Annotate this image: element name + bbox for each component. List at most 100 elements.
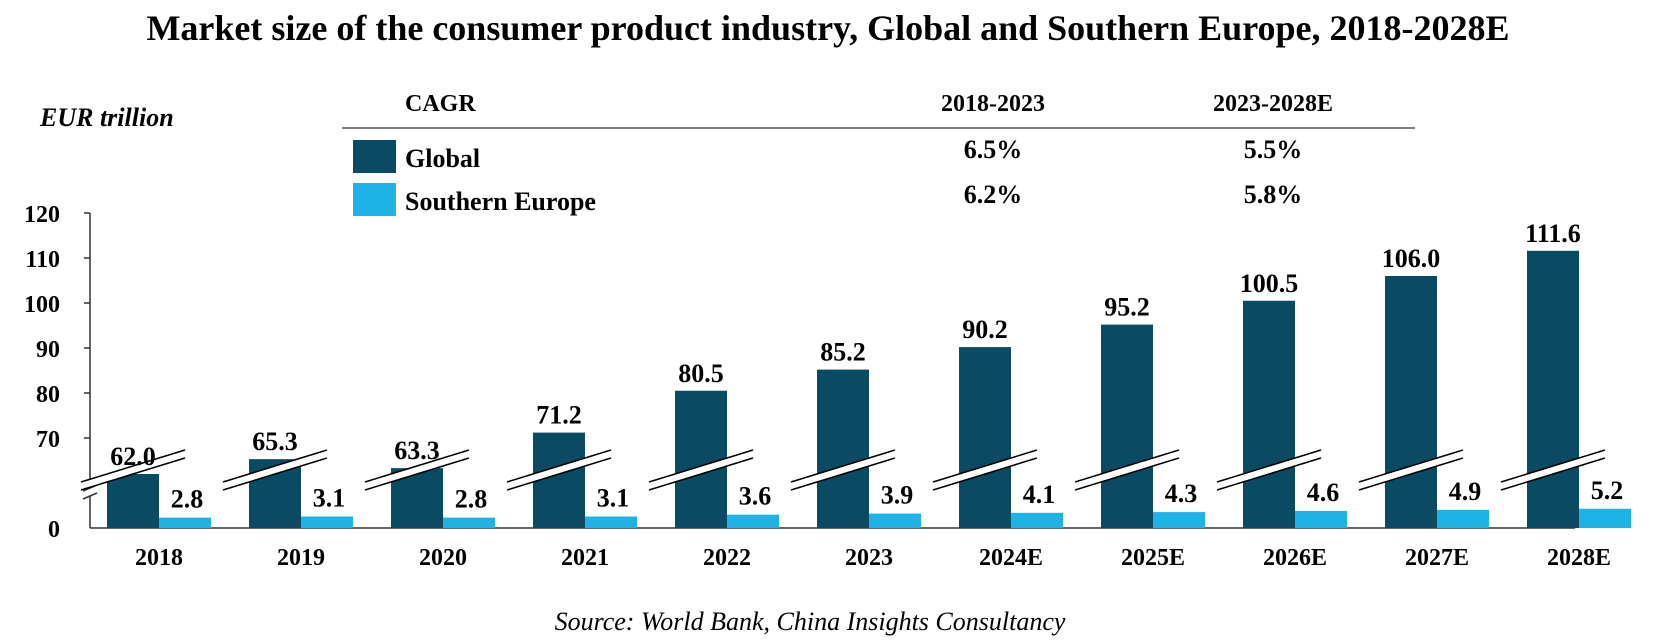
bar-southern-europe (585, 516, 637, 528)
bar-break-band (507, 450, 611, 490)
bar-break-line (932, 457, 1038, 491)
data-label-southern-europe: 2.8 (171, 485, 204, 514)
y-axis-break-mark (82, 492, 98, 500)
bar-break-band (1359, 450, 1463, 490)
bar-southern-europe (1437, 509, 1489, 528)
cagr-table: CAGR 2018-2023 2023-2028E Global 6.5% 5.… (342, 91, 1415, 216)
bar-southern-europe (159, 517, 211, 528)
data-label-global: 90.2 (962, 315, 1008, 344)
legend-label-global: Global (405, 144, 480, 173)
bar-break-band (81, 450, 185, 490)
data-label-southern-europe: 3.6 (739, 482, 772, 511)
x-tick-label: 2028E (1547, 545, 1611, 571)
bar-global (533, 432, 585, 528)
y-tick-label: 90 (36, 337, 60, 363)
bar-break-line (1358, 449, 1464, 483)
cagr-global-2: 5.5% (1244, 135, 1303, 164)
x-tick-label: 2024E (979, 545, 1043, 571)
bar-break-band (1075, 450, 1179, 490)
bar-global (959, 347, 1011, 528)
data-label-southern-europe: 4.9 (1449, 477, 1482, 506)
data-label-global: 65.3 (252, 427, 298, 456)
data-label-southern-europe: 4.1 (1023, 480, 1056, 509)
data-label-global: 100.5 (1240, 269, 1299, 298)
bar-break-line (1074, 449, 1180, 483)
cagr-global-1: 6.5% (964, 135, 1023, 164)
y-tick-label: 70 (36, 427, 60, 453)
data-label-southern-europe: 5.2 (1591, 476, 1624, 505)
x-tick-label: 2021 (561, 545, 609, 571)
bar-break-line (1216, 449, 1322, 483)
legend-swatch-global (353, 140, 396, 173)
data-label-southern-europe: 2.8 (455, 485, 488, 514)
y-tick-label: 80 (36, 382, 60, 408)
data-label-southern-europe: 3.1 (597, 484, 630, 513)
legend-label-southern-europe: Southern Europe (405, 187, 596, 216)
bar-break-line (648, 449, 754, 483)
bar-southern-europe (727, 514, 779, 528)
bar-southern-europe (1153, 512, 1205, 528)
bar-break-line (506, 449, 612, 483)
bar-global (817, 369, 869, 528)
bar-break-line (364, 449, 470, 483)
bar-break-line (790, 457, 896, 491)
cagr-southern-europe-1: 6.2% (964, 180, 1023, 209)
data-label-global: 63.3 (394, 436, 440, 465)
cagr-southern-europe-2: 5.8% (1244, 180, 1303, 209)
y-axis-unit-label: EUR trillion (39, 103, 174, 132)
data-label-global: 62.0 (110, 442, 156, 471)
bar-break-line (1358, 457, 1464, 491)
chart-title: Market size of the consumer product indu… (146, 8, 1509, 48)
bar-break-line (222, 449, 328, 483)
bar-break-line (1500, 449, 1606, 483)
bar-break-line (790, 449, 896, 483)
data-label-global: 111.6 (1525, 219, 1581, 248)
bar-break-band (1217, 450, 1321, 490)
data-label-global: 71.2 (536, 401, 582, 430)
x-tick-label: 2025E (1121, 545, 1185, 571)
data-label-global: 80.5 (678, 359, 724, 388)
source-note: Source: World Bank, China Insights Consu… (555, 607, 1066, 636)
bar-break-line (364, 457, 470, 491)
bar-global (675, 390, 727, 528)
bar-break-band (649, 450, 753, 490)
bar-southern-europe (1011, 512, 1063, 528)
y-tick-label: 0 (48, 517, 60, 543)
x-tick-label: 2026E (1263, 545, 1327, 571)
x-tick-label: 2022 (703, 545, 751, 571)
bar-break-band (791, 450, 895, 490)
bar-southern-europe (301, 516, 353, 528)
data-label-global: 95.2 (1104, 293, 1150, 322)
data-label-southern-europe: 4.6 (1307, 478, 1340, 507)
bar-break-line (648, 457, 754, 491)
bar-break-line (1074, 457, 1180, 491)
bar-break-line (80, 449, 186, 483)
bar-southern-europe (869, 513, 921, 528)
x-tick-label: 2019 (277, 545, 325, 571)
bar-break-line (506, 457, 612, 491)
bar-break-band (933, 450, 1037, 490)
data-label-southern-europe: 4.3 (1165, 479, 1198, 508)
bar-global (1385, 276, 1437, 528)
legend-swatch-southern-europe (353, 183, 396, 216)
bar-southern-europe (1295, 510, 1347, 528)
x-tick-label: 2027E (1405, 545, 1469, 571)
bar-break-band (223, 450, 327, 490)
plot-area: 70 80 90 100 110 120 0 62.0 2.8 2018 65.3 3.1 2019 63… (24, 202, 1631, 571)
cagr-header: CAGR (405, 91, 476, 117)
data-label-global: 106.0 (1382, 244, 1441, 273)
bar-break-band (365, 450, 469, 490)
bar-break-line (80, 457, 186, 491)
bar-global (1101, 324, 1153, 528)
x-tick-label: 2023 (845, 545, 893, 571)
bar-break-band (1501, 450, 1605, 490)
bar-break-line (1500, 457, 1606, 491)
cagr-period-1: 2018-2023 (941, 91, 1045, 117)
x-tick-label: 2018 (135, 545, 183, 571)
bar-southern-europe (443, 517, 495, 528)
data-label-southern-europe: 3.9 (881, 481, 914, 510)
cagr-period-2: 2023-2028E (1213, 91, 1333, 117)
bar-global (1527, 250, 1579, 529)
bar-break-line (932, 449, 1038, 483)
